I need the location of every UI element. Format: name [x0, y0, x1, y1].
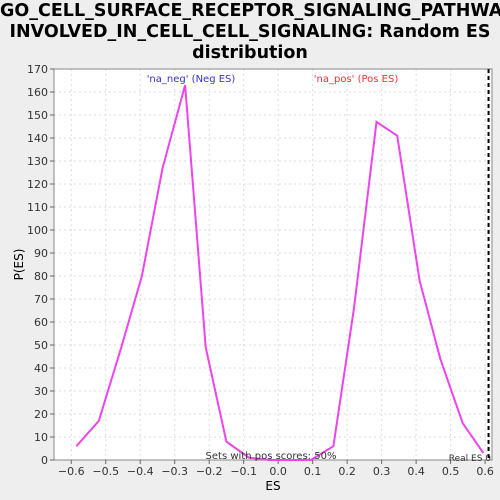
x-tick-label: −0.6 [58, 465, 85, 478]
x-tick-label: −0.1 [230, 465, 257, 478]
y-tick-label: 90 [34, 247, 48, 260]
neg-es-label: 'na_neg' (Neg ES) [147, 74, 236, 85]
x-tick-label: −0.2 [196, 465, 223, 478]
y-tick-label: 150 [27, 109, 48, 122]
y-tick-label: 70 [34, 293, 48, 306]
x-tick-label: 0.1 [304, 465, 322, 478]
y-tick-label: 0 [41, 454, 48, 467]
pos-es-label: 'na_pos' (Pos ES) [314, 74, 399, 85]
y-tick-label: 100 [27, 224, 48, 237]
x-tick-label: 0.5 [442, 465, 460, 478]
y-tick-label: 120 [27, 178, 48, 191]
pos-scores-text: Sets with pos scores: 50% [206, 451, 337, 462]
y-tick-label: 40 [34, 362, 48, 375]
x-tick-label: 0.6 [476, 465, 494, 478]
x-tick-label: 0.0 [269, 465, 287, 478]
real-es-label: Real ES 0 [449, 454, 492, 464]
x-tick-label: 0.4 [407, 465, 425, 478]
chart-title: GO_CELL_SURFACE_RECEPTOR_SIGNALING_PATHW… [0, 1, 500, 64]
x-tick-label: 0.2 [338, 465, 356, 478]
es-distribution-line [75, 84, 485, 461]
y-axis-label: P(ES) [12, 249, 26, 281]
plot-area [54, 69, 492, 460]
y-tick-label: 80 [34, 270, 48, 283]
y-tick-label: 110 [27, 201, 48, 214]
y-tick-label: 10 [34, 431, 48, 444]
y-tick-label: 140 [27, 132, 48, 145]
x-tick-label: 0.3 [373, 465, 391, 478]
y-tick-label: 60 [34, 316, 48, 329]
y-tick-label: 170 [27, 63, 48, 76]
y-tick-label: 160 [27, 86, 48, 99]
y-tick-label: 130 [27, 155, 48, 168]
x-tick-label: −0.4 [127, 465, 154, 478]
chart-title-line-3: distribution [192, 43, 308, 63]
x-tick-label: −0.3 [161, 465, 188, 478]
chart-title-line-2: INVOLVED_IN_CELL_CELL_SIGNALING: Random … [9, 22, 491, 42]
x-tick-label: −0.5 [92, 465, 119, 478]
y-tick-label: 30 [34, 385, 48, 398]
chart-title-line-1: GO_CELL_SURFACE_RECEPTOR_SIGNALING_PATHW… [0, 1, 500, 21]
y-tick-label: 20 [34, 408, 48, 421]
x-axis-label: ES [265, 479, 280, 493]
y-tick-label: 50 [34, 339, 48, 352]
